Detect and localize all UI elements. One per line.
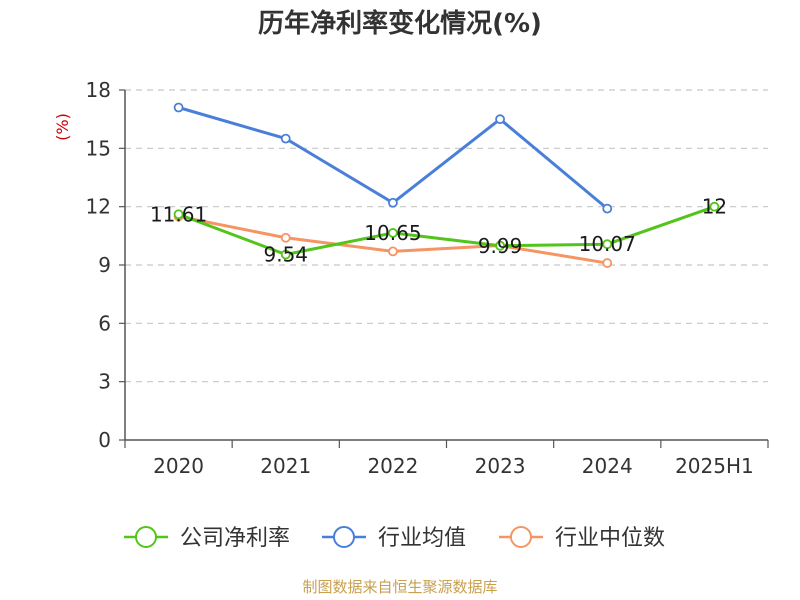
- x-tick-label: 2023: [475, 454, 526, 478]
- data-point: [280, 133, 291, 144]
- data-point: [495, 240, 505, 251]
- legend-label: 公司净利率: [180, 526, 290, 551]
- data-point: [280, 232, 291, 243]
- data-point: [602, 203, 613, 214]
- data-point: [280, 249, 291, 260]
- data-point: [602, 258, 613, 268]
- y-tick-label: 15: [86, 136, 111, 160]
- chart-title: 历年净利率变化情况(%): [258, 8, 542, 39]
- legend-label: 行业均值: [378, 526, 466, 551]
- y-tick-label: 3: [98, 370, 111, 394]
- data-point: [388, 197, 398, 208]
- legend-marker: [510, 526, 532, 548]
- data-label: 9.99: [478, 234, 523, 258]
- data-point: [602, 239, 613, 250]
- source-note: 制图数据来自恒生聚源数据库: [302, 578, 497, 596]
- grid-lines: [125, 89, 768, 383]
- data-point: [388, 228, 398, 238]
- x-tick-label: 2020: [153, 454, 204, 478]
- legend-label: 行业中位数: [555, 526, 665, 551]
- y-tick-label: 6: [98, 311, 111, 335]
- y-tick-label: 18: [86, 78, 111, 102]
- data-label: 12: [702, 195, 727, 219]
- y-tick-label: 12: [86, 195, 111, 219]
- data-point: [173, 209, 184, 220]
- legend-marker: [333, 526, 355, 548]
- data-point: [173, 102, 184, 113]
- y-tick-label: 9: [98, 253, 111, 277]
- y-tick-label: 0: [98, 428, 111, 452]
- series-line: [177, 106, 609, 211]
- x-tick-label: 2021: [260, 454, 311, 478]
- data-label: 10.07: [579, 232, 636, 256]
- data-label: 10.65: [364, 221, 421, 245]
- y-axis-unit-label: (%): [53, 113, 72, 141]
- data-label: 9.54: [263, 243, 308, 267]
- series-lines: [173, 102, 720, 268]
- legend: 公司净利率 行业均值 行业中位数: [124, 526, 665, 551]
- x-tick-label: 2022: [367, 454, 418, 478]
- legend-marker: [135, 526, 157, 548]
- axes: 0 3 6 9 12 15 18 2020 2021 2022 2023 2024 2025H1: [86, 78, 769, 478]
- data-label: 11.61: [150, 202, 207, 226]
- series-line: [177, 205, 716, 256]
- data-point: [388, 246, 398, 257]
- data-point: [709, 201, 720, 212]
- data-point: [495, 114, 505, 125]
- x-tick-label: 2025H1: [675, 454, 754, 478]
- x-tick-label: 2024: [582, 454, 633, 478]
- data-labels: 11.61 9.54 10.65 9.99 10.07 12: [150, 195, 727, 267]
